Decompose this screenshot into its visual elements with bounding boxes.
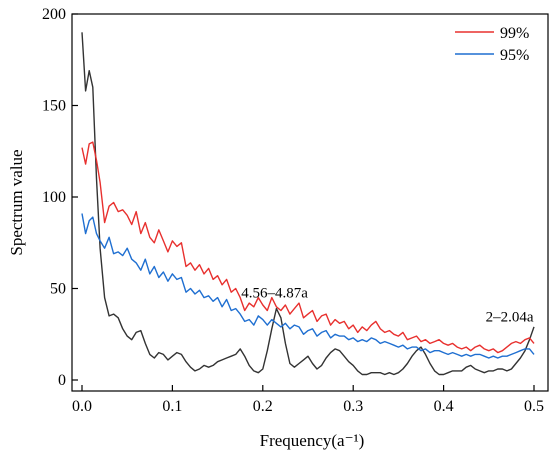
y-tick-label: 150	[42, 98, 66, 115]
annotation-label: 4.56–4.87a	[241, 286, 308, 302]
x-tick-label: 0.2	[253, 398, 273, 415]
x-tick-label: 0.4	[434, 398, 454, 415]
annotation-label: 2–2.04a	[486, 309, 534, 325]
x-tick-label: 0.0	[72, 398, 92, 415]
series-line-99%	[81, 141, 535, 354]
y-axis-title: Spectrum value	[7, 149, 26, 255]
y-tick-label: 0	[58, 372, 66, 389]
plot-area	[81, 32, 535, 376]
series-line-95%	[81, 213, 535, 359]
y-tick-label: 100	[42, 189, 66, 206]
legend-label: 95%	[500, 47, 529, 64]
axes: 0 50 100 150 200 0.0 0.1 0.2 0.3 0.4 0.5 Frequency(…	[7, 6, 549, 450]
x-axis-title: Frequency(a⁻¹)	[260, 431, 365, 450]
legend-label: 99%	[500, 25, 529, 42]
series-line-spectrum	[81, 32, 535, 376]
y-tick-label: 200	[42, 6, 66, 23]
y-tick-label: 50	[50, 281, 66, 298]
x-tick-label: 0.3	[343, 398, 363, 415]
legend: 99%95%	[455, 25, 529, 64]
plot-frame	[71, 13, 549, 392]
annotations: 4.56–4.87a 2–2.04a	[241, 286, 534, 326]
x-tick-label: 0.1	[162, 398, 182, 415]
x-tick-label: 0.5	[524, 398, 544, 415]
